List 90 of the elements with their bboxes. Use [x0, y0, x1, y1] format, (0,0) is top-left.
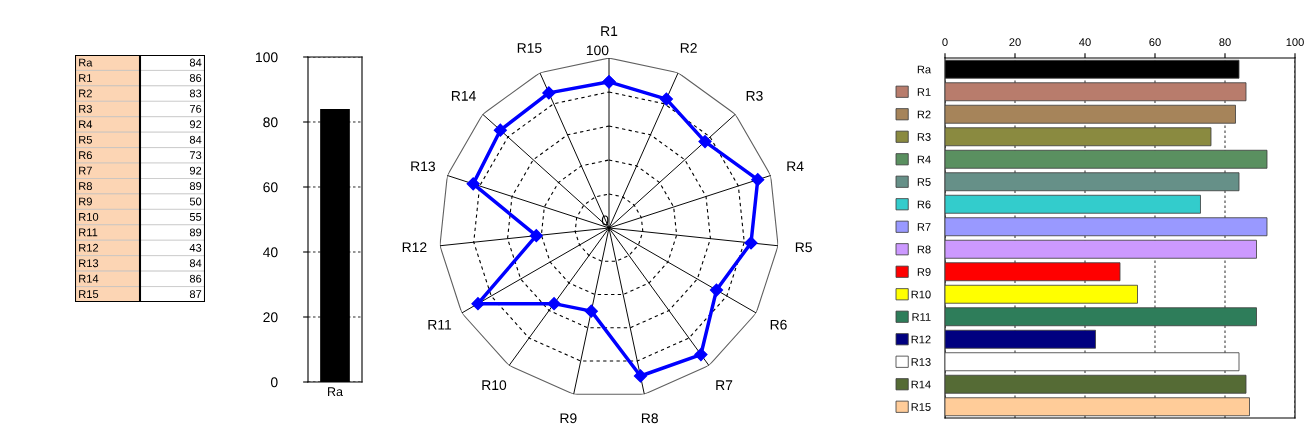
spoke-label: R14 — [451, 91, 476, 101]
text: R10 — [79, 212, 99, 221]
text: 92 — [189, 166, 202, 175]
text: R2 — [79, 89, 92, 98]
spoke-label: R7 — [716, 380, 733, 390]
text: 84 — [189, 135, 202, 144]
bar — [945, 104, 1236, 124]
spoke-label: R11 — [428, 319, 452, 330]
bar — [945, 172, 1240, 192]
text: Ra — [79, 58, 93, 67]
text: R1 — [79, 74, 92, 82]
text: R13 — [79, 259, 99, 268]
bar — [945, 284, 1138, 304]
spoke-label: R1 — [601, 26, 618, 36]
text: R14 — [79, 274, 99, 283]
text: 86 — [189, 74, 202, 82]
text: R4 — [79, 120, 93, 129]
y-tick-label: Ra — [917, 65, 932, 74]
bar — [945, 329, 1096, 349]
text: R6 — [79, 151, 92, 160]
bar — [945, 239, 1257, 259]
y-tick-label: 20 — [263, 312, 278, 323]
y-tick-label: 100 — [256, 52, 278, 63]
spoke-label: R3 — [746, 90, 763, 101]
text: 76 — [189, 104, 202, 113]
text: 84 — [189, 58, 202, 67]
x-tick-label: 80 — [1219, 38, 1231, 47]
y-tick-label: 80 — [263, 117, 278, 128]
text: R9 — [79, 197, 92, 206]
bar — [945, 194, 1201, 214]
spoke-label: R5 — [795, 242, 812, 253]
spoke-label: R2 — [680, 43, 697, 53]
y-tick-label: R7 — [917, 223, 931, 231]
text: R3 — [79, 104, 92, 113]
y-tick-label: R4 — [917, 155, 931, 164]
x-tick-label: 40 — [1079, 38, 1091, 47]
spoke-label: R8 — [641, 413, 658, 424]
y-tick-label: R14 — [911, 380, 931, 389]
text: 43 — [189, 243, 202, 252]
y-tick-label: R1 — [917, 88, 931, 96]
x-tick-label: 20 — [1009, 38, 1021, 47]
y-tick-label: R10 — [911, 290, 931, 299]
y-tick-label: 40 — [263, 247, 278, 258]
text: 87 — [189, 290, 202, 299]
text: 55 — [189, 213, 202, 221]
text: 73 — [189, 151, 202, 160]
spoke-label: R12 — [402, 242, 427, 253]
bar — [945, 397, 1250, 417]
y-tick-label: R6 — [917, 200, 931, 209]
y-tick-label: R15 — [911, 403, 931, 411]
y-tick-label: R12 — [911, 335, 931, 344]
y-tick-label: R11 — [912, 313, 931, 321]
y-tick-label: R2 — [917, 110, 931, 119]
y-tick-label: R13 — [911, 358, 931, 366]
bar — [945, 374, 1247, 394]
text: R12 — [79, 243, 99, 252]
text: 86 — [189, 274, 202, 283]
bar — [945, 352, 1240, 372]
x-tick-label: 100 — [1286, 38, 1304, 47]
text: R15 — [79, 290, 99, 299]
y-tick-label: 60 — [263, 182, 278, 193]
bar — [945, 262, 1121, 282]
spoke-label: R10 — [482, 380, 507, 391]
spoke-label: R9 — [560, 413, 577, 424]
bar — [945, 307, 1257, 327]
text: 83 — [189, 89, 202, 98]
bar — [945, 82, 1247, 102]
spoke-label: R6 — [770, 319, 787, 330]
bar — [945, 127, 1212, 147]
x-tick-label: 0 — [942, 38, 948, 47]
y-tick-label: R5 — [917, 178, 931, 186]
y-tick-label: R8 — [917, 245, 931, 254]
x-tick-label: 60 — [1149, 38, 1161, 47]
text: R5 — [79, 135, 92, 144]
bar — [945, 149, 1268, 169]
text: R7 — [79, 166, 92, 175]
text: 50 — [189, 197, 202, 206]
text: 84 — [189, 259, 202, 268]
y-tick-label: 0 — [270, 377, 278, 388]
text: R11 — [79, 228, 98, 237]
y-tick-label: R3 — [917, 133, 931, 141]
text: 92 — [189, 120, 202, 129]
spoke-label: R15 — [517, 43, 542, 53]
spoke-label: R13 — [411, 161, 436, 172]
y-tick-label: R9 — [917, 268, 931, 276]
spoke-label: R4 — [787, 161, 804, 172]
text: 89 — [189, 228, 202, 237]
text: 89 — [189, 182, 202, 190]
bar — [945, 217, 1268, 237]
text: R8 — [79, 182, 92, 190]
